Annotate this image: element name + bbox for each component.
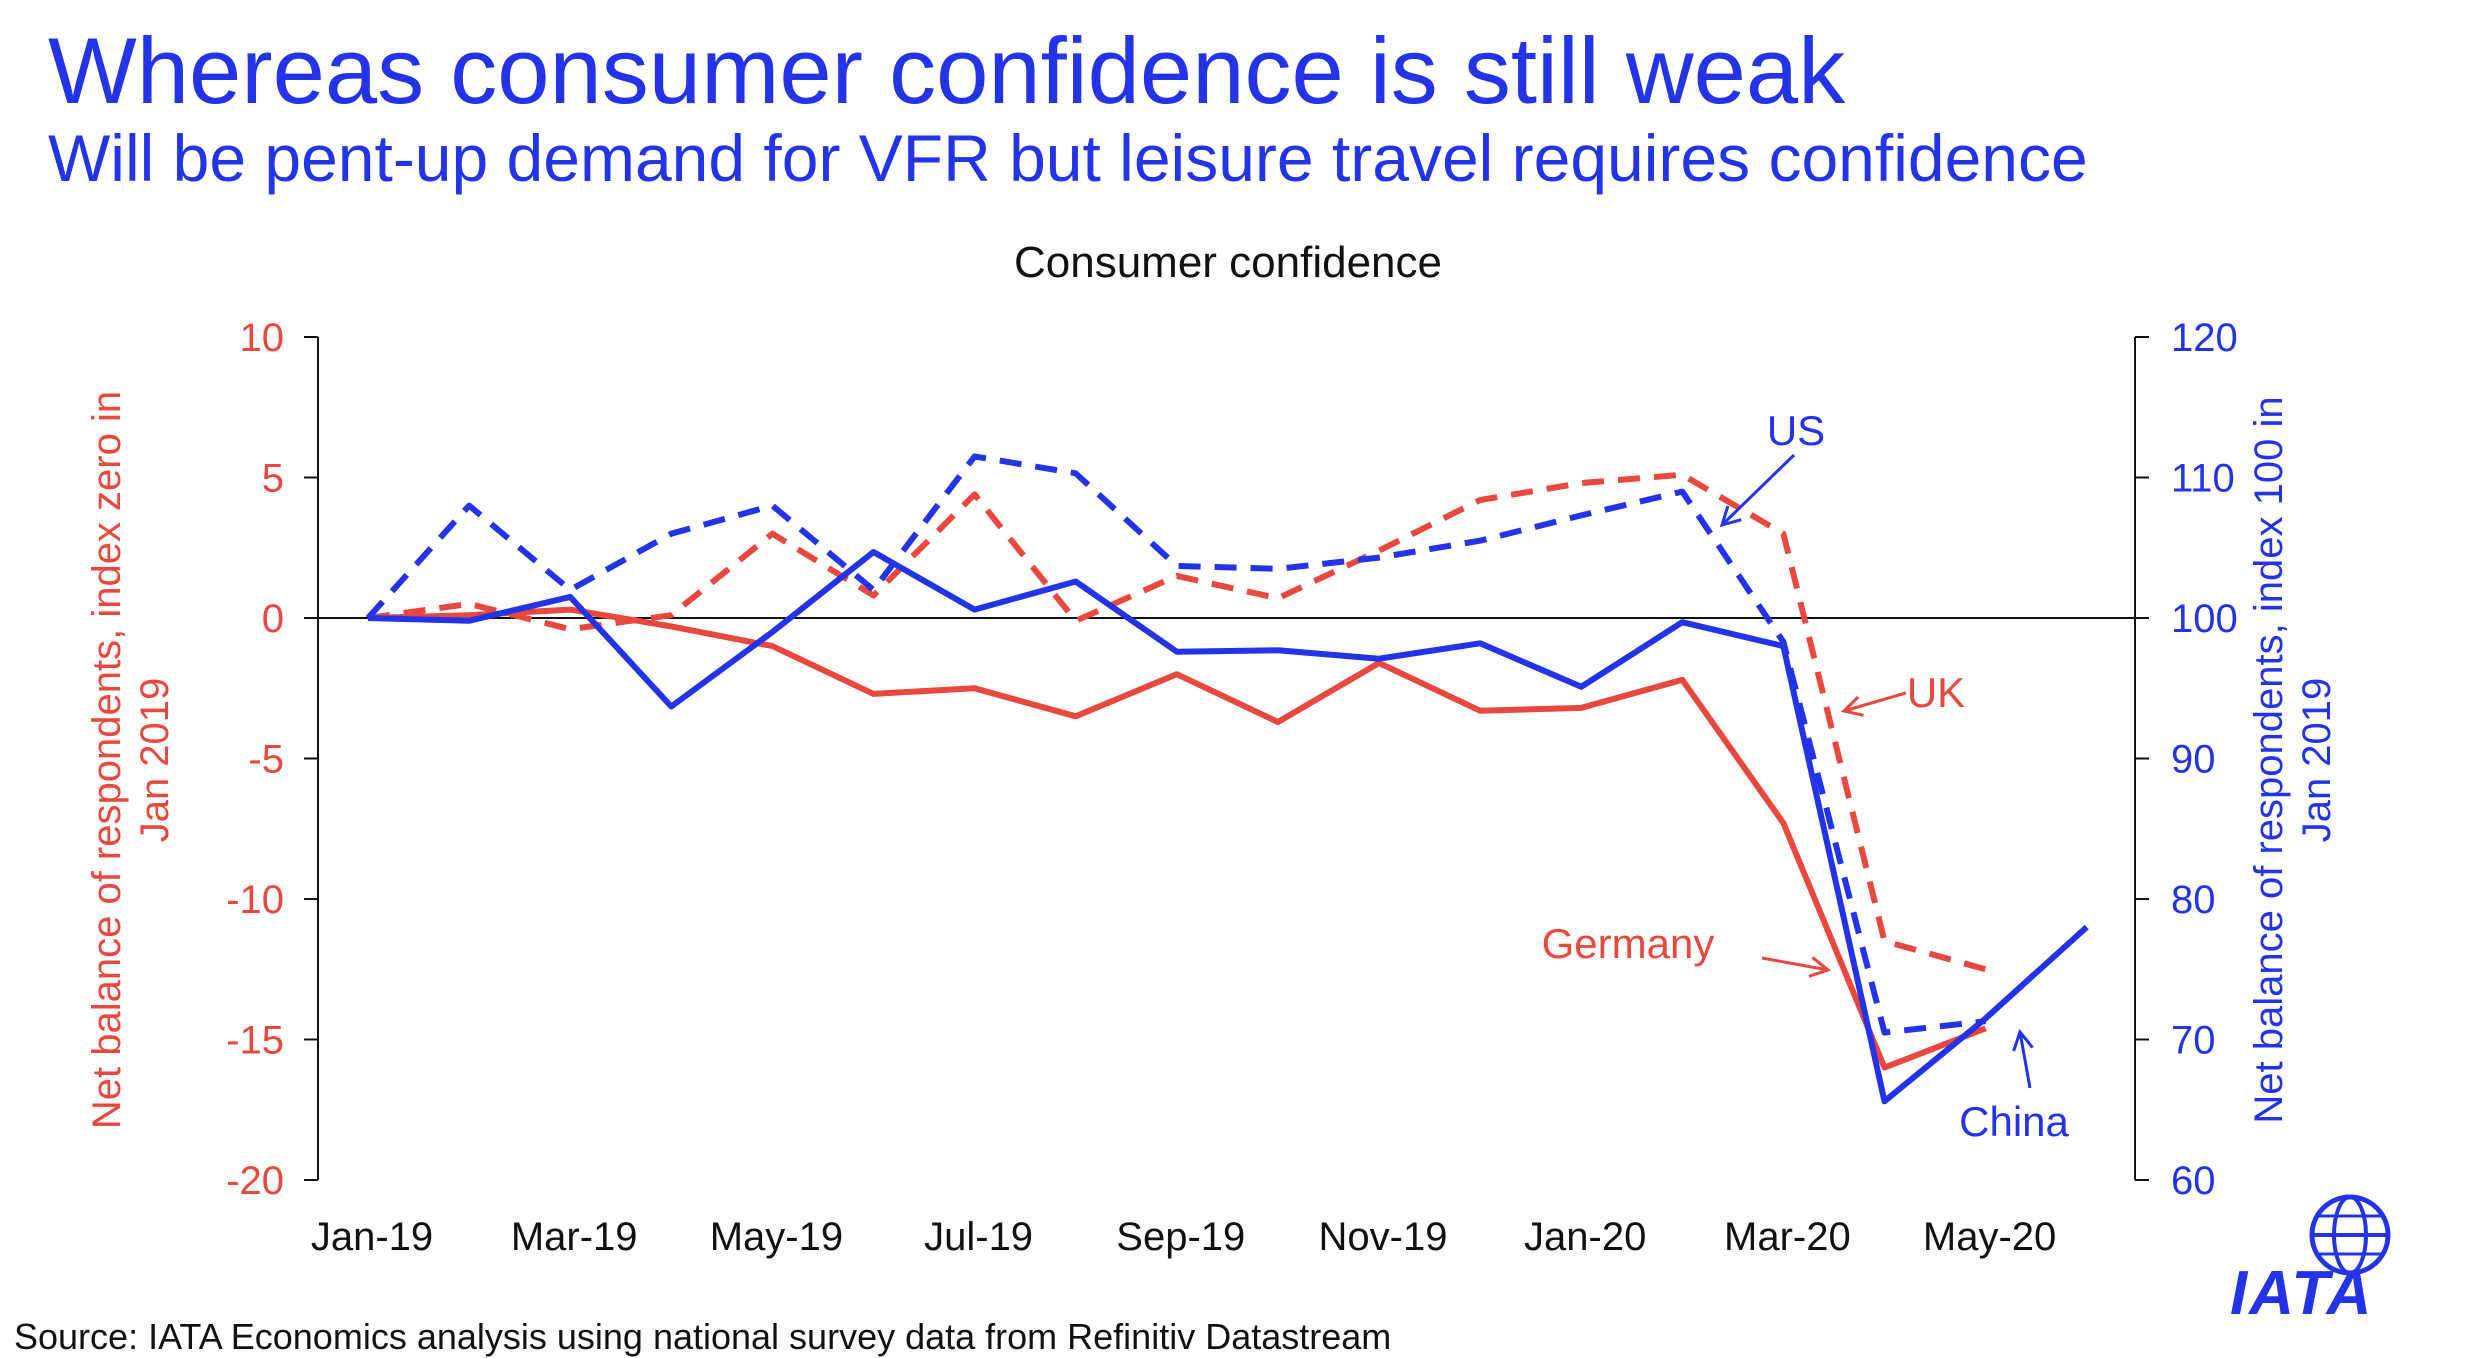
source-note: Source: IATA Economics analysis using na… (14, 1316, 1392, 1357)
y-right-axis-label: Net balance of respondents, index 100 in… (2247, 396, 2339, 1123)
x-tick-label: May-20 (1923, 1215, 2056, 1259)
y-right-tick-label: 110 (2171, 457, 2235, 501)
annotation-arrowhead-uk (1840, 695, 1864, 717)
page-subtitle: Will be pent-up demand for VFR but leisu… (48, 121, 2088, 195)
x-tick-label: May-19 (710, 1215, 843, 1259)
annotation-label-germany: Germany (1542, 920, 1715, 967)
y-left-tick-label: -5 (248, 738, 284, 782)
annotation-arrow-germany (1761, 956, 1829, 972)
series-line-us (365, 453, 1986, 1036)
y-right-tick-label: 80 (2171, 878, 2216, 922)
x-tick-label: Nov-19 (1319, 1215, 1448, 1259)
chart-series (365, 453, 2089, 1105)
y-right-tick-label: 60 (2171, 1159, 2216, 1203)
series-line-germany (367, 606, 1987, 1071)
annotation-arrowhead-germany (1808, 956, 1832, 978)
y-left-tick-label: -20 (226, 1159, 284, 1203)
annotation-arrow-china (2018, 1031, 2032, 1089)
x-tick-label: Jan-19 (311, 1215, 433, 1259)
consumer-confidence-chart: Consumer confidence 10 5 0 -5 -10 -15 -20 120 11… (85, 238, 2339, 1259)
annotation-arrowhead-us (1719, 505, 1742, 528)
series-line-uk (367, 471, 1987, 973)
y-left-tick-label: 5 (262, 457, 284, 501)
iata-logo: IATA (2230, 1259, 2374, 1328)
y-left-tick-label: -10 (226, 878, 284, 922)
x-tick-label: Mar-20 (1724, 1215, 1851, 1259)
annotation-arrow-us (1720, 453, 1796, 527)
y-left-tick-label: 0 (262, 597, 284, 641)
y-left-axis-label: Net balance of respondents, index zero i… (85, 391, 177, 1129)
x-tick-label: Jan-20 (1524, 1215, 1646, 1259)
y-right-tick-label: 100 (2171, 597, 2238, 641)
chart-title: Consumer confidence (1014, 238, 1442, 287)
y-left-tick-label: -15 (226, 1019, 284, 1063)
annotation-label-uk: UK (1907, 669, 1965, 716)
x-tick-label: Mar-19 (511, 1215, 638, 1259)
page-title: Whereas consumer confidence is still wea… (48, 18, 1846, 123)
y-left-tick-label: 10 (240, 316, 285, 360)
annotation-arrow-uk (1843, 691, 1907, 713)
annotation-arrowhead-china (2012, 1028, 2034, 1052)
y-right-tick-label: 120 (2171, 316, 2238, 360)
chart-annotations: US UK Germany China (1542, 407, 2070, 1145)
y-right-tick-label: 70 (2171, 1019, 2216, 1063)
x-tick-label: Jul-19 (924, 1215, 1033, 1259)
series-line-china (367, 549, 2089, 1105)
annotation-label-us: US (1767, 407, 1825, 454)
globe-icon (2309, 1194, 2391, 1276)
chart-axes: 10 5 0 -5 -10 -15 -20 120 110 100 90 80 70 60 Jan-19 Ma… (85, 316, 2339, 1259)
x-tick-label: Sep-19 (1116, 1215, 1245, 1259)
annotation-label-china: China (1959, 1098, 2069, 1145)
y-right-tick-label: 90 (2171, 738, 2216, 782)
